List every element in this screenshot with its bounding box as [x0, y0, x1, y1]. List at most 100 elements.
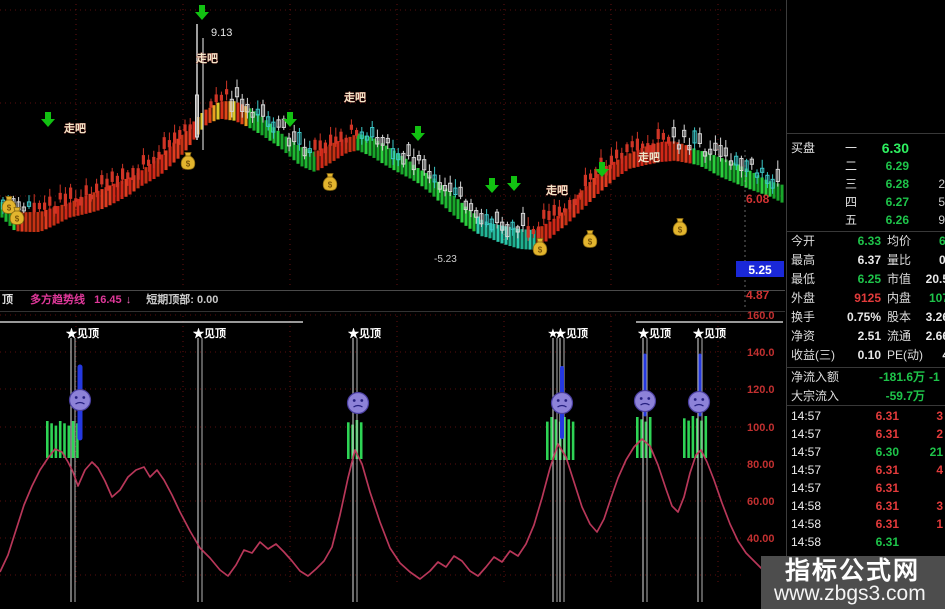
stat-row: 今开 6.33 均价 6.	[787, 232, 945, 251]
stat-label: 今开	[791, 234, 816, 248]
stat-row: 换手 0.75% 股本 3.26	[787, 308, 945, 327]
buy-row-price: 6.27	[885, 195, 909, 209]
buy-row-index: 四	[845, 195, 858, 209]
indicator-value: 16.45	[94, 294, 122, 306]
peak-spike-candle	[195, 24, 204, 150]
trade-row[interactable]: 14:57 6.30 21	[787, 443, 945, 461]
trade-row[interactable]: 14:58 6.31 1	[787, 515, 945, 533]
trade-row[interactable]: 14:57 6.31 4	[787, 461, 945, 479]
trade-qty: 1	[936, 517, 943, 531]
buy-orders-panel: 买盘 一 6.30 二 6.29 三 6.28 2 四 6.27 5 五 6.26 9	[787, 133, 945, 232]
stat-value: 107	[928, 291, 945, 305]
stat-label: 最低	[791, 272, 816, 286]
svg-text:120.0: 120.0	[747, 384, 775, 396]
trade-row[interactable]: 14:57 6.31	[787, 479, 945, 497]
svg-text:★见顶: ★见顶	[348, 327, 381, 340]
flow-label: 大宗流入	[791, 389, 840, 403]
trade-time: 14:57	[791, 481, 822, 495]
stat-label: 收益(三)	[791, 348, 835, 362]
svg-text:走吧: 走吧	[637, 150, 660, 164]
buy-row[interactable]: 二 6.29	[787, 157, 945, 175]
trade-qty: 3	[936, 499, 943, 513]
trade-time: 14:58	[791, 535, 822, 549]
svg-text:4.87: 4.87	[746, 288, 770, 302]
stat-label: 最高	[791, 253, 816, 267]
stat-row: 最低 6.25 市值 20.5	[787, 270, 945, 289]
buy-row[interactable]: 四 6.27 5	[787, 193, 945, 211]
stat-value: 20.5	[925, 272, 945, 286]
stat-row: 收益(三) 0.10 PE(动)4	[787, 346, 945, 365]
trade-price: 6.31	[875, 481, 899, 495]
stat-value: 0.10	[857, 348, 881, 362]
stat-value: 4	[903, 346, 945, 365]
stat-label: 流通	[887, 329, 912, 343]
trade-row[interactable]: 14:57 6.31 2	[787, 425, 945, 443]
svg-text:走吧: 走吧	[343, 90, 366, 104]
indicator-secondary: 短期顶部: 0.00	[146, 294, 219, 306]
topsign-labels: ★见顶 ★见顶 ★见顶 ★★见顶 ★见顶 ★见顶	[66, 327, 726, 340]
stat-label: 净资	[791, 329, 816, 343]
buy-row-index: 二	[845, 159, 858, 173]
stock-stats-panel: 今开 6.33 均价 6. 最高 6.37 量比 0. 最低 6.25 市值 20.5 外盘 9125 内盘…	[787, 232, 945, 366]
stat-label: 外盘	[791, 291, 816, 305]
stat-value: 3.26	[925, 310, 945, 324]
moneybag-icon: $	[532, 238, 548, 256]
topsign-spike-lines	[70, 338, 703, 602]
buy-row[interactable]: 五 6.26 9	[787, 211, 945, 229]
svg-text:走吧: 走吧	[545, 183, 568, 197]
candlesticks	[0, 79, 780, 241]
trade-time: 14:57	[791, 409, 822, 423]
flow-row: 大宗流入 -59.7万	[787, 387, 945, 406]
face-marker-icons	[68, 388, 711, 415]
svg-text:★见顶: ★见顶	[693, 327, 726, 340]
svg-text:100.0: 100.0	[747, 422, 775, 434]
trade-time: 14:57	[791, 427, 822, 441]
svg-text:160.0: 160.0	[747, 310, 775, 322]
svg-text:$: $	[186, 160, 191, 169]
down-arrow-icon: ↓	[125, 294, 132, 306]
buy-row[interactable]: 三 6.28 2	[787, 175, 945, 193]
svg-text:★见顶: ★见顶	[66, 327, 99, 340]
stat-value: 2.66	[925, 329, 945, 343]
stat-row: 净资 2.51 流通 2.66	[787, 327, 945, 346]
indicator-name: 多方趋势线	[30, 294, 86, 306]
buy-row-qty: 5	[938, 195, 945, 209]
grid-lines	[0, 4, 783, 583]
svg-text:★见顶: ★见顶	[555, 327, 588, 340]
watermark: 指标公式网 www.zbgs3.com	[761, 556, 945, 609]
trade-row[interactable]: 14:57 6.31 3	[787, 407, 945, 425]
down-arrow-icon	[283, 112, 297, 127]
buy-row-price: 6.28	[885, 177, 909, 191]
trade-time: 14:58	[791, 517, 822, 531]
svg-text:走吧: 走吧	[63, 121, 86, 135]
buy-row[interactable]: 买盘 一 6.30	[787, 139, 945, 157]
buy-row-price: 6.30	[881, 140, 909, 156]
stat-value: 2.51	[857, 329, 881, 343]
svg-text:$: $	[678, 226, 683, 235]
stat-label: PE(动)	[887, 348, 924, 362]
trade-row[interactable]: 14:58 6.31	[787, 533, 945, 551]
svg-text:$: $	[588, 238, 593, 247]
buy-row-price: 6.29	[885, 159, 909, 173]
quote-sidebar: 买盘一 6.30 二 6.29 三 6.28 2 四 6.27 5 五 6.26 9 今开 6.33 均价 6…	[786, 0, 945, 609]
svg-text:60.00: 60.00	[747, 496, 775, 508]
moneybag-icon: $	[322, 173, 338, 191]
time-and-sales-list: 14:57 6.31 3 14:57 6.31 2 14:57 6.30 21 14:57 6.31…	[787, 407, 945, 557]
stat-value: 6.25	[857, 272, 881, 286]
trend-ribbon	[0, 101, 784, 250]
trade-price: 6.31	[875, 535, 899, 549]
svg-text:80.00: 80.00	[747, 459, 775, 471]
trade-row[interactable]: 14:58 6.31 3	[787, 497, 945, 515]
down-arrow-icon	[41, 112, 55, 127]
flow-value-extra: -1	[929, 370, 940, 384]
low-price-label: -5.23	[434, 254, 457, 265]
stat-value: 0.	[938, 253, 945, 267]
buy-row-index: 一	[845, 141, 858, 155]
svg-text:$: $	[538, 246, 543, 255]
stat-label: 量比	[887, 253, 912, 267]
down-arrow-icon	[595, 162, 609, 177]
trade-time: 14:58	[791, 499, 822, 513]
flow-row: 净流入额 -181.6万 -1	[787, 368, 945, 387]
candlestick-and-indicator-canvas[interactable]: $$$$$$$走吧走吧走吧走吧走吧9.13-5.236.085.254.87★见…	[0, 0, 785, 609]
